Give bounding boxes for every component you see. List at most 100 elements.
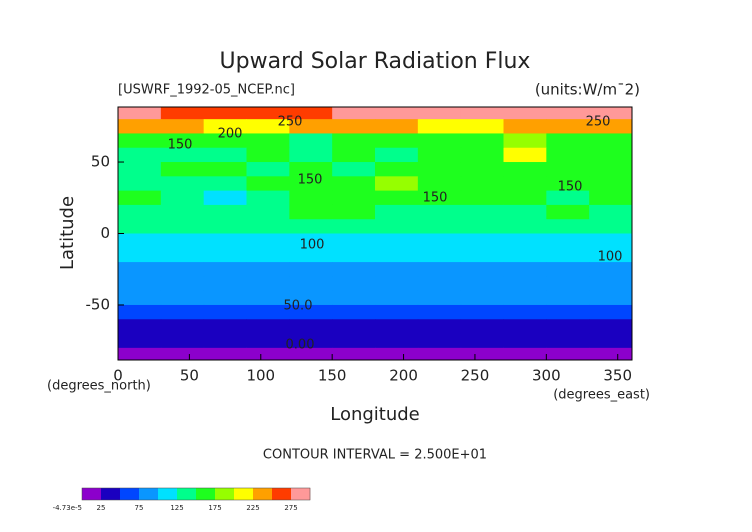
- y-units: (degrees_north): [47, 379, 151, 394]
- contour-cell: [589, 219, 633, 234]
- contour-cell: [289, 319, 333, 335]
- contour-cell: [289, 347, 333, 361]
- contour-cell: [118, 319, 162, 335]
- contour-cell: [203, 290, 247, 306]
- contour-cell: [160, 190, 205, 206]
- contour-cell: [460, 319, 504, 335]
- contour-cell: [417, 107, 462, 120]
- contour-cell: [118, 147, 162, 163]
- contour-cell: [203, 147, 247, 163]
- contour-label: 150: [558, 180, 583, 195]
- contour-cell: [589, 119, 633, 134]
- contour-cell: [289, 133, 333, 149]
- contour-cell: [503, 190, 547, 206]
- contour-cell: [589, 133, 633, 149]
- contour-cell: [203, 176, 247, 192]
- contour-cell: [160, 162, 205, 177]
- contour-cell: [203, 133, 247, 149]
- contour-cell: [246, 176, 290, 192]
- contour-cell: [160, 119, 205, 134]
- contour-cell: [503, 333, 547, 349]
- contour-cell: [332, 176, 376, 192]
- contour-cell: [246, 133, 290, 149]
- contour-cell: [289, 262, 333, 277]
- subtitle: [USWRF_1992-05_NCEP.nc]: [118, 83, 295, 98]
- contour-cell: [417, 247, 462, 263]
- contour-cell: [546, 262, 590, 277]
- contour-cell: [375, 190, 419, 206]
- contour-cell: [503, 233, 547, 249]
- colorbar-swatch: [139, 488, 159, 500]
- contour-cell: [546, 290, 590, 306]
- contour-label: 50.0: [284, 299, 313, 314]
- contour-cell: [417, 290, 462, 306]
- contour-cell: [289, 204, 333, 220]
- contour-cell: [203, 233, 247, 249]
- contour-cell: [460, 204, 504, 220]
- contour-cell: [118, 333, 162, 349]
- contour-cell: [589, 162, 633, 177]
- contour-cell: [460, 233, 504, 249]
- contour-cell: [118, 290, 162, 306]
- contour-label: 200: [218, 127, 243, 142]
- contour-cell: [589, 176, 633, 192]
- contour-cell: [246, 333, 290, 349]
- x-tick-label: 50: [180, 367, 199, 385]
- x-tick-label: 350: [603, 367, 632, 385]
- contour-cell: [503, 119, 547, 134]
- contour-cell: [503, 276, 547, 292]
- contour-cell: [332, 333, 376, 349]
- contour-cell: [203, 219, 247, 234]
- contour-cell: [118, 176, 162, 192]
- contour-cell: [118, 233, 162, 249]
- colorbar-swatch: [272, 488, 292, 500]
- contour-cell: [375, 219, 419, 234]
- contour-cell: [375, 107, 419, 120]
- contour-cell: [246, 247, 290, 263]
- contour-label: 150: [168, 138, 193, 153]
- contour-cell: [375, 262, 419, 277]
- contour-cell: [546, 276, 590, 292]
- contour-cell: [546, 119, 590, 134]
- contour-cell: [203, 107, 247, 120]
- contour-cell: [503, 176, 547, 192]
- contour-cell: [460, 219, 504, 234]
- contour-cell: [246, 204, 290, 220]
- contour-cell: [546, 219, 590, 234]
- y-tick-label: 50: [91, 153, 110, 171]
- contour-cell: [332, 276, 376, 292]
- contour-cell: [503, 247, 547, 263]
- contour-cell: [460, 276, 504, 292]
- contour-cell: [118, 162, 162, 177]
- contour-cell: [503, 290, 547, 306]
- contour-cell: [246, 304, 290, 320]
- x-tick-label: 100: [246, 367, 275, 385]
- contour-cell: [417, 333, 462, 349]
- contour-cell: [203, 204, 247, 220]
- contour-cell: [289, 247, 333, 263]
- contour-cell: [417, 304, 462, 320]
- contour-cell: [417, 190, 462, 206]
- contour-cell: [160, 347, 205, 361]
- colorbar-tick-label: 275: [284, 504, 297, 512]
- contour-cell: [203, 262, 247, 277]
- contour-cell: [460, 176, 504, 192]
- colorbar-swatch: [253, 488, 273, 500]
- colorbar-frame: [81, 487, 311, 501]
- contour-cell: [289, 304, 333, 320]
- contour-label: 250: [278, 115, 303, 130]
- contour-cell: [332, 262, 376, 277]
- contour-cell: [246, 262, 290, 277]
- contour-cell: [118, 262, 162, 277]
- contour-cell: [246, 162, 290, 177]
- colorbar-swatch: [101, 488, 121, 500]
- contour-cell: [460, 190, 504, 206]
- contour-cell: [246, 119, 290, 134]
- contour-cell: [460, 162, 504, 177]
- contour-cell: [289, 233, 333, 249]
- colorbar-swatch: [120, 488, 140, 500]
- contour-cell: [503, 133, 547, 149]
- contour-cell: [589, 262, 633, 277]
- contour-cell: [203, 304, 247, 320]
- contour-cell: [375, 304, 419, 320]
